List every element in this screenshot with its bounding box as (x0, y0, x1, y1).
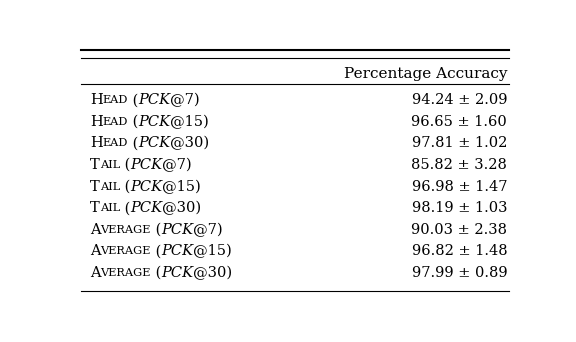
Text: (: ( (120, 180, 130, 194)
Text: H: H (90, 136, 103, 150)
Text: A: A (90, 266, 100, 280)
Text: PCK: PCK (161, 266, 193, 280)
Text: EAD: EAD (103, 117, 128, 127)
Text: (: ( (151, 223, 161, 237)
Text: @15): @15) (162, 180, 201, 194)
Text: PCK: PCK (130, 180, 162, 194)
Text: Percentage Accuracy: Percentage Accuracy (344, 67, 507, 81)
Text: 98.19 ± 1.03: 98.19 ± 1.03 (412, 201, 507, 215)
Text: T: T (90, 158, 100, 172)
Text: 96.65 ± 1.60: 96.65 ± 1.60 (411, 115, 507, 129)
Text: T: T (90, 201, 100, 215)
Text: EAD: EAD (103, 95, 128, 105)
Text: H: H (90, 93, 103, 107)
Text: (: ( (128, 93, 138, 107)
Text: 94.24 ± 2.09: 94.24 ± 2.09 (412, 93, 507, 107)
Text: AIL: AIL (100, 203, 120, 213)
Text: EAD: EAD (103, 139, 128, 148)
Text: @7): @7) (162, 158, 192, 172)
Text: (: ( (120, 201, 130, 215)
Text: @30): @30) (193, 266, 232, 280)
Text: VERAGE: VERAGE (100, 225, 151, 235)
Text: A: A (90, 223, 100, 237)
Text: 96.98 ± 1.47: 96.98 ± 1.47 (412, 180, 507, 194)
Text: @30): @30) (162, 201, 201, 215)
Text: @7): @7) (170, 93, 200, 107)
Text: 97.99 ± 0.89: 97.99 ± 0.89 (412, 266, 507, 280)
Text: PCK: PCK (161, 245, 193, 259)
Text: (: ( (120, 158, 130, 172)
Text: PCK: PCK (138, 93, 170, 107)
Text: (: ( (151, 245, 161, 259)
Text: (: ( (151, 266, 161, 280)
Text: (: ( (128, 136, 138, 150)
Text: AIL: AIL (100, 160, 120, 170)
Text: @7): @7) (193, 223, 223, 237)
Text: @30): @30) (170, 136, 209, 150)
Text: H: H (90, 115, 103, 129)
Text: PCK: PCK (138, 115, 170, 129)
Text: VERAGE: VERAGE (100, 247, 151, 256)
Text: A: A (90, 245, 100, 259)
Text: 90.03 ± 2.38: 90.03 ± 2.38 (411, 223, 507, 237)
Text: @15): @15) (170, 115, 209, 129)
Text: VERAGE: VERAGE (100, 268, 151, 278)
Text: T: T (90, 180, 100, 194)
Text: (: ( (128, 115, 138, 129)
Text: 97.81 ± 1.02: 97.81 ± 1.02 (412, 136, 507, 150)
Text: 96.82 ± 1.48: 96.82 ± 1.48 (412, 245, 507, 259)
Text: PCK: PCK (130, 201, 162, 215)
Text: PCK: PCK (138, 136, 170, 150)
Text: @15): @15) (193, 244, 232, 259)
Text: 85.82 ± 3.28: 85.82 ± 3.28 (411, 158, 507, 172)
Text: AIL: AIL (100, 182, 120, 192)
Text: PCK: PCK (161, 223, 193, 237)
Text: PCK: PCK (130, 158, 162, 172)
